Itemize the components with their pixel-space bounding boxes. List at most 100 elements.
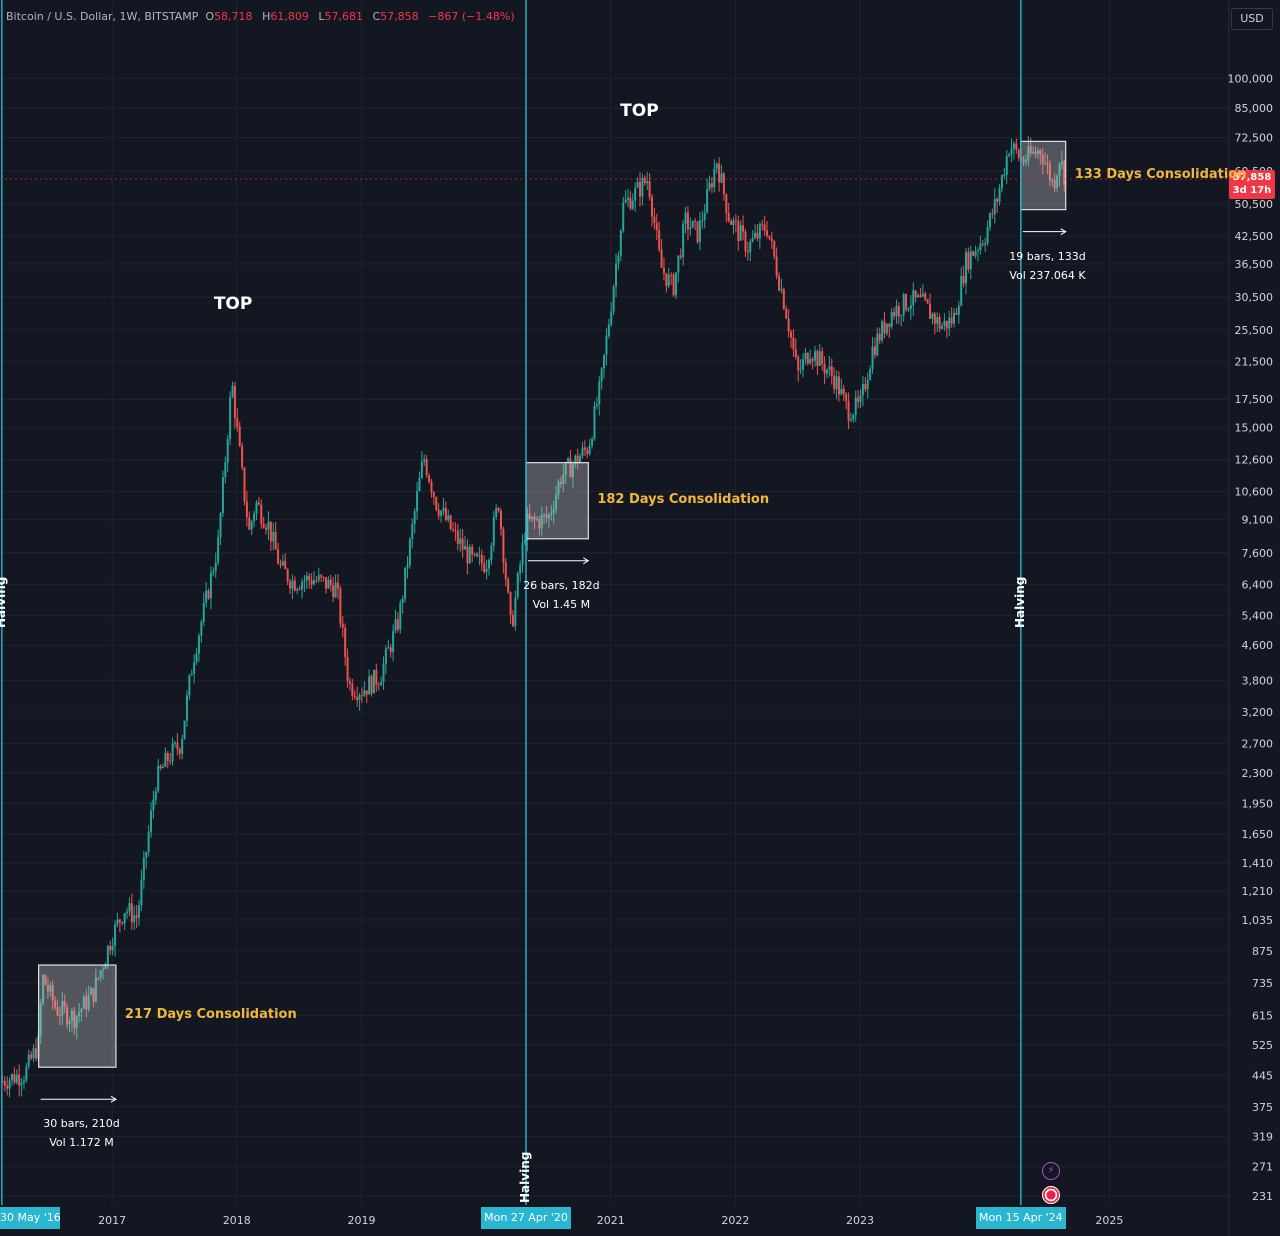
candle-body [255, 502, 258, 514]
candle-body [555, 494, 558, 510]
candle-body [293, 580, 296, 591]
candle-body [118, 919, 121, 923]
candle-body [25, 1066, 28, 1081]
y-tick-label: 25,500 [1235, 324, 1274, 337]
candle-body [176, 742, 179, 749]
candle-body [42, 975, 45, 1004]
candle-body [241, 446, 244, 468]
us-flag-icon[interactable] [1042, 1186, 1060, 1204]
candle-body [78, 1012, 81, 1016]
candle-body [914, 290, 917, 298]
candle-body [739, 225, 742, 241]
candle-body [756, 232, 759, 239]
candle-body [356, 696, 359, 700]
candle-body [253, 513, 256, 522]
candle-body [847, 401, 850, 421]
candle-body [289, 581, 292, 589]
candle-body [248, 517, 251, 530]
candle-body [703, 212, 706, 221]
candle-body [212, 571, 215, 573]
candle-body [236, 418, 239, 427]
candle-body [962, 275, 965, 284]
candle-body [627, 197, 630, 201]
y-tick-label: 30,500 [1235, 291, 1274, 304]
candle-body [557, 481, 560, 495]
candle-body [190, 673, 193, 676]
currency-button[interactable]: USD [1231, 8, 1273, 30]
candle-body [873, 346, 876, 356]
candle-body [332, 585, 335, 598]
candle-body [885, 323, 888, 334]
symbol-legend: Bitcoin / U.S. Dollar, 1W, BITSTAMP O58,… [6, 10, 521, 23]
bar-countdown: 3d 17h [1232, 185, 1272, 197]
candle-body [480, 555, 483, 564]
candle-body [351, 683, 354, 696]
consolidation-box[interactable] [38, 964, 117, 1068]
candle-body [516, 573, 519, 598]
time-axis[interactable]: 2017 2018 2019 2021 2022 2023 2025 [98, 1214, 1123, 1227]
candle-body [495, 508, 498, 517]
candle-body [70, 1010, 73, 1022]
candle-body [689, 227, 692, 230]
candle-body [816, 351, 819, 366]
candle-body [852, 414, 855, 420]
candle-body [694, 220, 697, 222]
candle-body [1015, 143, 1018, 150]
candle-body [401, 598, 404, 604]
candle-body [3, 1081, 6, 1086]
y-tick-label: 735 [1252, 977, 1273, 990]
candle-body [61, 1001, 64, 1016]
candle-body [1000, 175, 1003, 189]
candle-body [425, 459, 428, 476]
candle-body [785, 308, 788, 319]
consolidation-box[interactable] [525, 462, 589, 540]
candle-body [543, 514, 546, 516]
candle-body [281, 560, 284, 566]
candle-body [317, 575, 320, 581]
candle-body [588, 445, 591, 455]
candle-body [967, 252, 970, 270]
candle-body [864, 384, 867, 390]
consolidation-box[interactable] [1020, 140, 1067, 211]
candle-body [152, 799, 155, 811]
candle-body [622, 202, 625, 231]
candle-body [823, 363, 826, 374]
candle-body [138, 905, 141, 918]
candle-body [449, 515, 452, 530]
candle-body [483, 563, 486, 572]
candle-body [13, 1074, 16, 1083]
candle-body [564, 462, 567, 475]
candle-body [399, 603, 402, 630]
candle-body [682, 223, 685, 258]
candle-body [770, 238, 773, 242]
candle-body [68, 1021, 71, 1025]
candle-body [576, 455, 579, 464]
candle-body [845, 394, 848, 402]
candle-body [75, 1015, 78, 1029]
candle-body [727, 213, 730, 221]
y-tick-label: 21,500 [1235, 355, 1274, 368]
y-tick-label: 1,410 [1242, 857, 1274, 870]
candle-body [715, 163, 718, 169]
candle-body [866, 379, 869, 390]
candle-body [202, 602, 205, 622]
candle-body [296, 588, 299, 591]
candle-body [921, 293, 924, 297]
candle-body [684, 212, 687, 224]
candle-body [286, 569, 289, 582]
candle-body [54, 1000, 57, 1008]
range-stats: 26 bars, 182d Vol 1.45 M [523, 576, 599, 614]
candle-body [988, 213, 991, 228]
price-axis[interactable]: 231 271 319 375 445 525 615 735 875 1,035 1,210 1,4… [1228, 0, 1280, 1236]
lightning-icon[interactable]: ⚡ [1042, 1162, 1060, 1180]
y-tick-label: 6,400 [1242, 578, 1274, 591]
candle-body [322, 577, 325, 579]
candle-body [147, 832, 150, 853]
x-tick-label: 2022 [721, 1214, 749, 1227]
y-tick-label: 875 [1252, 945, 1273, 958]
candle-body [924, 293, 927, 300]
candle-body [20, 1082, 23, 1086]
candle-body [34, 1048, 37, 1059]
candle-body [804, 353, 807, 360]
